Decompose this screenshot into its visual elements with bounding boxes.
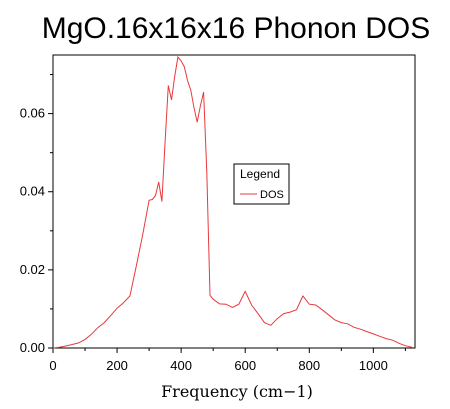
legend-title: Legend [240, 167, 280, 181]
y-tick-label-2: 0.04 [20, 184, 45, 199]
y-tick-label-0: 0.00 [20, 340, 45, 355]
x-tick-label-1000: 1000 [359, 358, 388, 373]
plot-area [52, 54, 416, 349]
legend-box [233, 163, 290, 205]
x-tick-label-200: 200 [106, 358, 128, 373]
x-tick-label-0: 0 [49, 358, 56, 373]
x-tick-label-800: 800 [298, 358, 320, 373]
series-line-dos [52, 55, 412, 349]
y-tick-label-3: 0.06 [20, 106, 45, 121]
y-axis: 0.00 0.02 0.04 0.06 [20, 74, 53, 355]
x-tick-label-600: 600 [234, 358, 256, 373]
legend-entry-dos: DOS [260, 189, 284, 201]
x-axis-label: Frequency (cm−1) [161, 382, 313, 401]
chart-title: MgO.16x16x16 Phonon DOS [42, 12, 431, 45]
y-tick-label-1: 0.02 [20, 262, 45, 277]
series-layer [52, 55, 412, 349]
x-tick-label-400: 400 [170, 358, 192, 373]
plot-frame [52, 54, 416, 349]
x-axis: 0 200 400 600 800 1000 [49, 348, 406, 373]
legend: Legend DOS [233, 163, 290, 205]
